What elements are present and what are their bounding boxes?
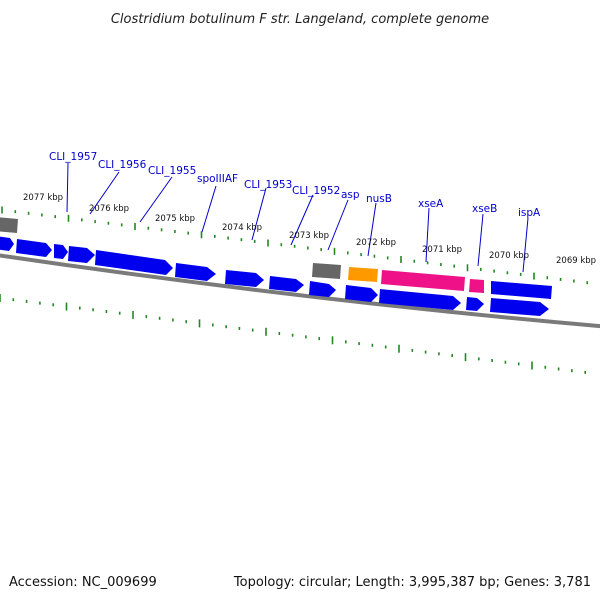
gene-arrow[interactable] — [95, 250, 173, 275]
gene-label-cli-1955[interactable]: CLI_1955 — [148, 165, 196, 177]
gene-pink-small[interactable] — [469, 279, 484, 293]
kbp-label-2075: 2075 kbp — [155, 214, 195, 224]
gene-orange[interactable] — [348, 267, 378, 282]
gene-label-spoiiiaf[interactable]: spoIIIAF — [197, 173, 238, 185]
gene-arrow[interactable] — [225, 270, 264, 287]
tick-row-upper — [1, 206, 589, 285]
genome-title: Clostridium botulinum F str. Langeland, … — [111, 12, 489, 27]
gene-arrow[interactable] — [16, 239, 52, 257]
gene-labels: CLI_1957 CLI_1956 CLI_1955 spoIIIAF CLI_… — [49, 151, 541, 219]
gene-label-ispa[interactable]: ispA — [518, 207, 541, 219]
gene-arrow[interactable] — [379, 289, 461, 310]
kbp-label-2071: 2071 kbp — [422, 245, 462, 255]
genome-backbone — [0, 253, 600, 329]
gene-gray-partial[interactable] — [0, 217, 18, 233]
gene-label-leaders — [66, 162, 529, 273]
tick-row-lower — [0, 294, 587, 374]
gene-pink-large[interactable] — [381, 270, 465, 291]
gene-arrow[interactable] — [54, 244, 68, 259]
kbp-label-2069: 2069 kbp — [556, 256, 596, 266]
gene-label-cli-1957[interactable]: CLI_1957 — [49, 151, 97, 163]
gene-label-cli-1953[interactable]: CLI_1953 — [244, 179, 292, 191]
feature-track — [0, 217, 552, 316]
gene-label-xsea[interactable]: xseA — [418, 198, 444, 210]
kbp-labels: 2077 kbp 2076 kbp 2075 kbp 2074 kbp 2073… — [23, 193, 596, 266]
gene-arrow[interactable] — [269, 276, 304, 292]
gene-arrow[interactable] — [309, 281, 336, 297]
gene-arrow[interactable] — [68, 246, 95, 263]
gene-arrow[interactable] — [491, 281, 552, 299]
gene-arrow[interactable] — [175, 263, 216, 281]
gene-arrow[interactable] — [466, 297, 484, 311]
kbp-label-2077: 2077 kbp — [23, 193, 63, 203]
gene-label-cli-1952[interactable]: CLI_1952 — [292, 185, 340, 197]
gene-arrow[interactable] — [345, 285, 378, 302]
gene-arrow[interactable] — [490, 298, 549, 316]
kbp-label-2073: 2073 kbp — [289, 231, 329, 241]
gene-label-xseb[interactable]: xseB — [472, 203, 497, 215]
gene-gray[interactable] — [312, 263, 341, 279]
genome-summary-text: Topology: circular; Length: 3,995,387 bp… — [233, 575, 591, 590]
kbp-label-2070: 2070 kbp — [489, 251, 529, 261]
gene-label-asp[interactable]: asp — [341, 189, 360, 201]
gene-label-nusb[interactable]: nusB — [366, 193, 392, 205]
kbp-label-2074: 2074 kbp — [222, 223, 262, 233]
accession-text: Accession: NC_009699 — [9, 575, 157, 590]
gene-arrow[interactable] — [0, 236, 14, 251]
kbp-label-2072: 2072 kbp — [356, 238, 396, 248]
gene-label-cli-1956[interactable]: CLI_1956 — [98, 159, 147, 171]
kbp-label-2076: 2076 kbp — [89, 204, 129, 214]
